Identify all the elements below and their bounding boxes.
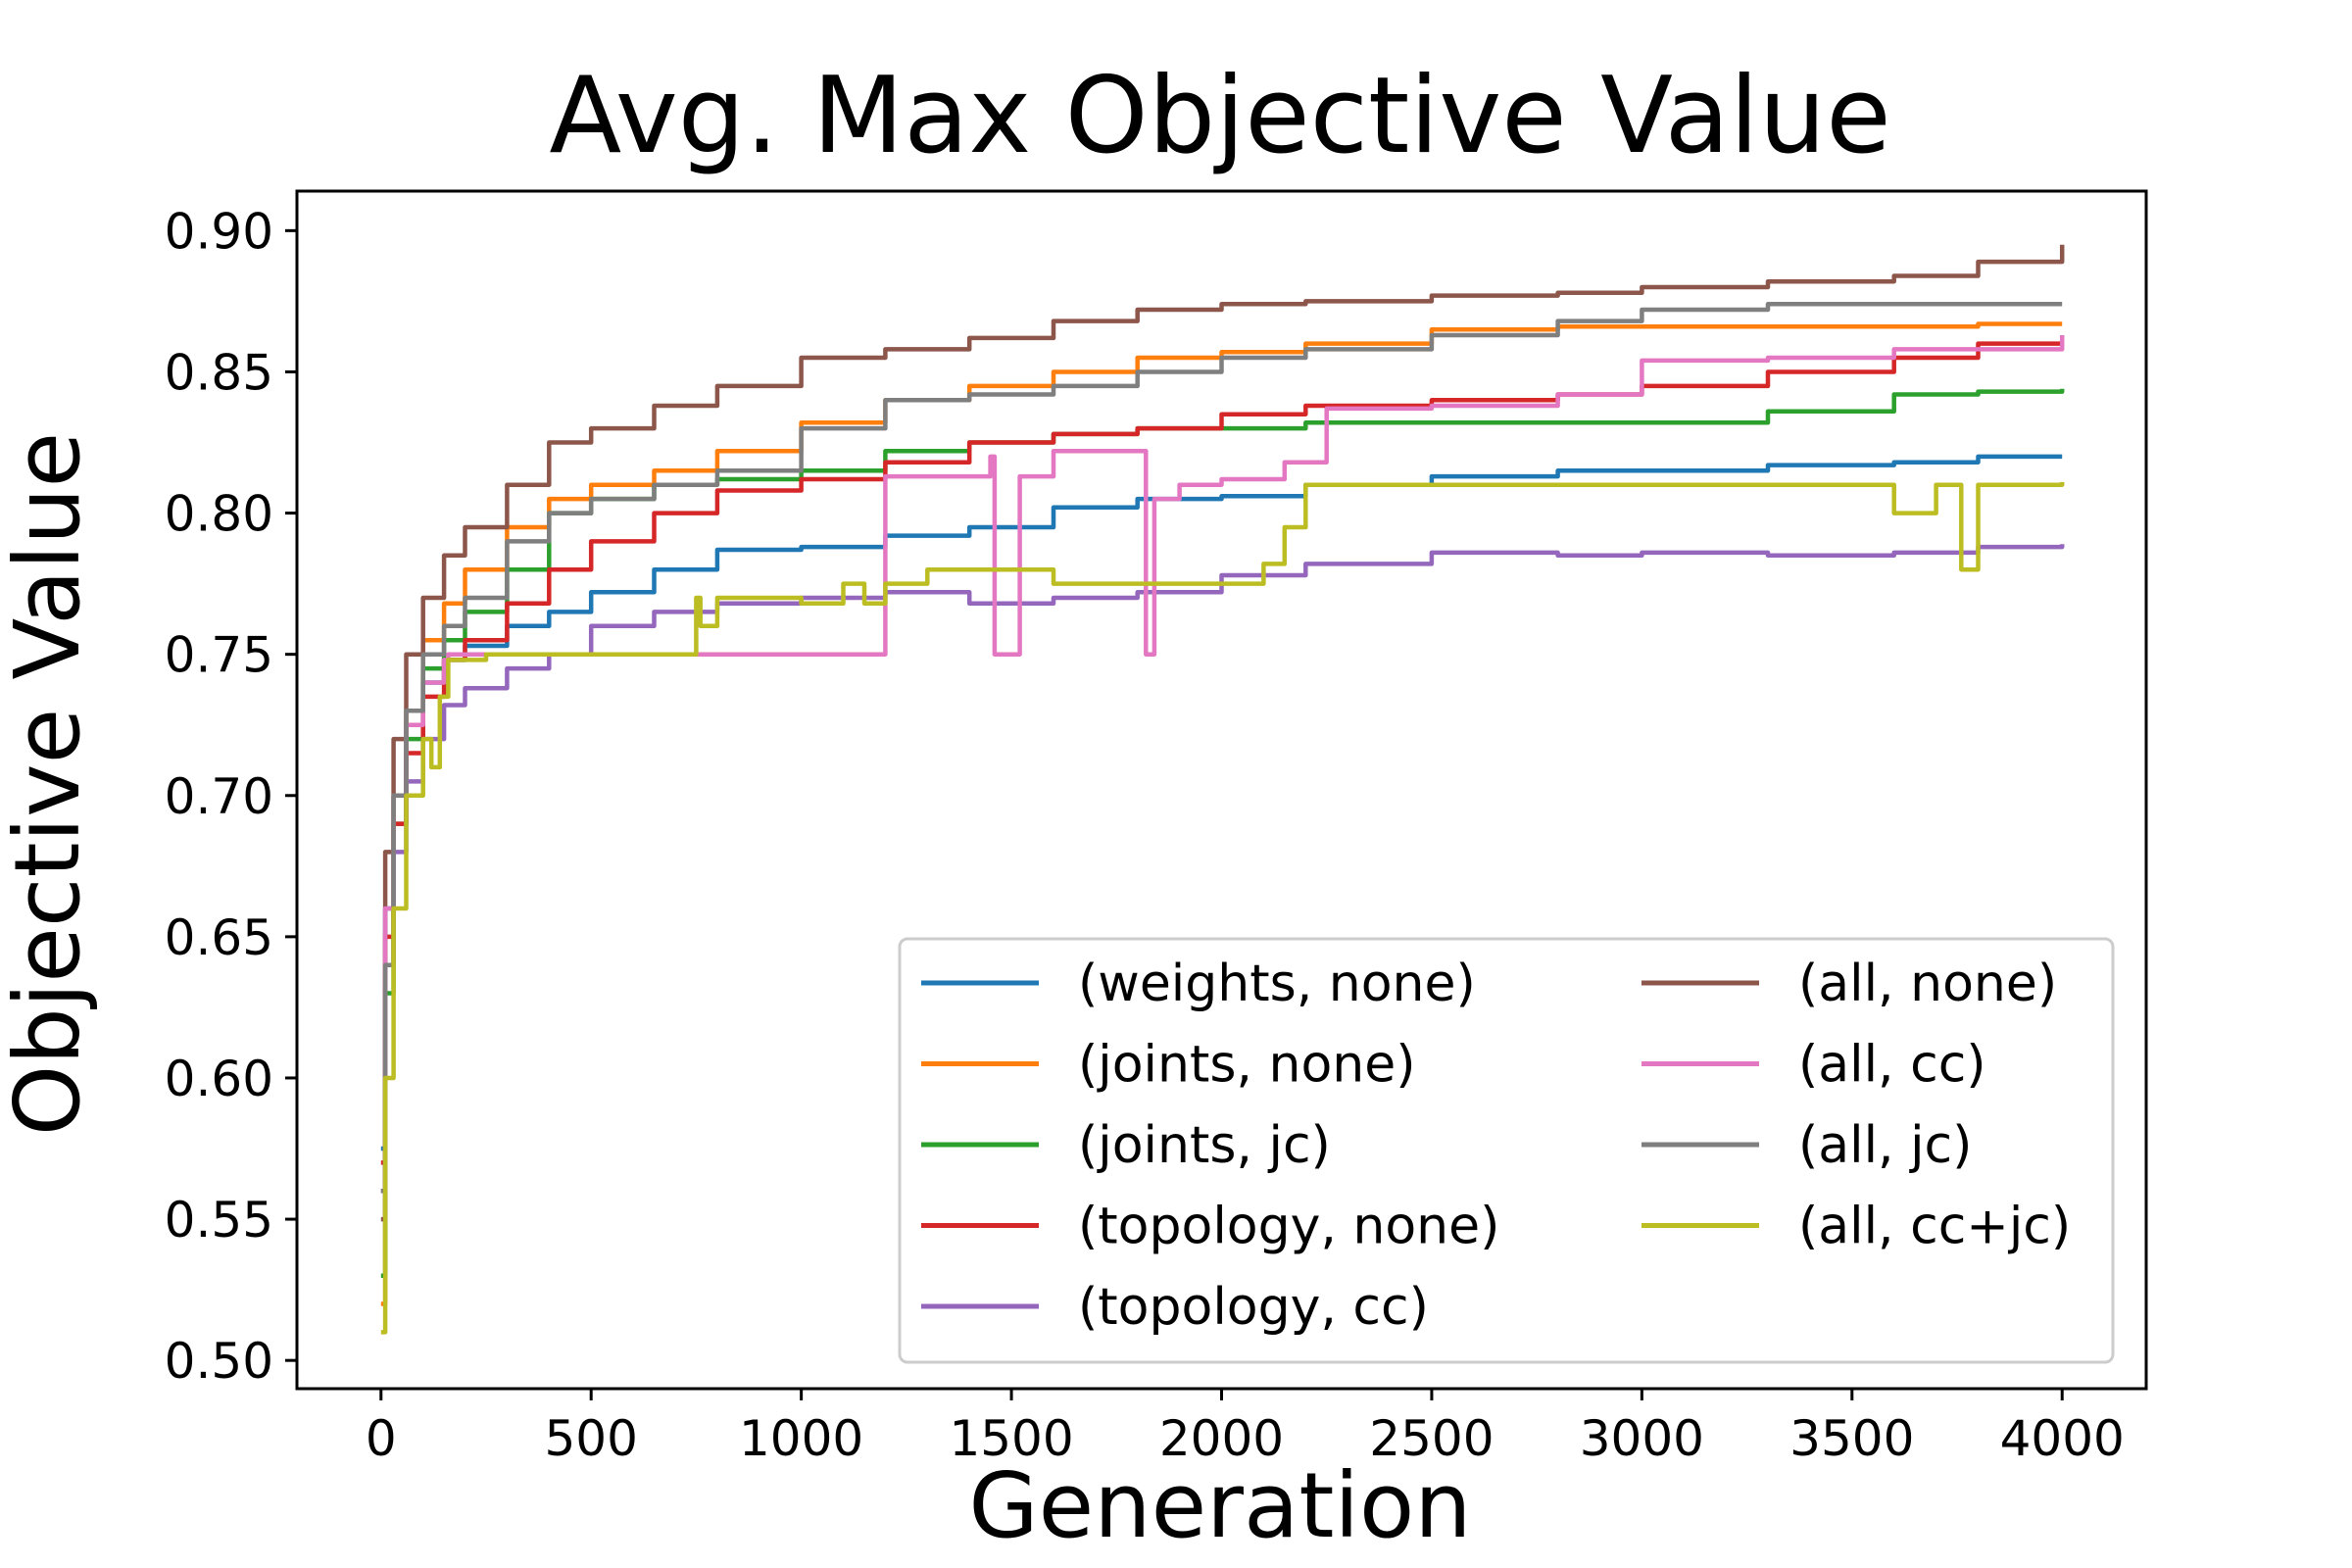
series-line-8	[380, 302, 2063, 1194]
plot-frame	[295, 189, 2148, 1391]
y-tick-label: 0.50	[165, 1333, 273, 1390]
x-tick-label: 2000	[1159, 1410, 1284, 1467]
y-tick-label: 0.75	[165, 627, 273, 684]
x-tick-label: 500	[544, 1410, 637, 1467]
legend-label: (joints, jc)	[1078, 1116, 1331, 1175]
y-tick-label: 0.55	[165, 1192, 273, 1249]
series-line-6	[380, 244, 2065, 1222]
y-tick-label: 0.60	[165, 1051, 273, 1107]
x-tick-label: 3000	[1580, 1410, 1704, 1467]
legend-label: (topology, cc)	[1078, 1278, 1429, 1337]
legend-items: (weights, none) (joints, none) (joints, jc…	[921, 955, 2071, 1337]
x-tick-label: 0	[366, 1410, 397, 1467]
legend: (weights, none) (joints, none) (joints, jc…	[898, 937, 2115, 1364]
axis-ticks: 0 500 1000 1500 2000 2500 3000 3500 4000 0.50 0.55…	[165, 203, 2125, 1467]
plot-lines	[380, 244, 2065, 1335]
y-axis-label: Objective Value	[0, 432, 100, 1136]
x-tick-label: 4000	[2000, 1410, 2125, 1467]
x-tick-label: 1000	[739, 1410, 863, 1467]
x-axis-label: Generation	[968, 1453, 1471, 1558]
legend-label: (topology, none)	[1078, 1198, 1499, 1256]
legend-label: (all, cc+jc)	[1798, 1198, 2071, 1256]
legend-label: (all, jc)	[1798, 1116, 1972, 1175]
x-tick-label: 2500	[1369, 1410, 1494, 1467]
legend-label: (weights, none)	[1078, 955, 1476, 1013]
x-tick-label: 1500	[949, 1410, 1073, 1467]
y-tick-label: 0.80	[165, 486, 273, 543]
y-tick-label: 0.85	[165, 344, 273, 401]
y-tick-label: 0.65	[165, 909, 273, 966]
x-tick-label: 3500	[1789, 1410, 1914, 1467]
series-line-9	[380, 481, 2065, 1335]
legend-label: (joints, none)	[1078, 1036, 1416, 1095]
chart-title: Avg. Max Objective Value	[549, 55, 1890, 177]
legend-label: (all, none)	[1798, 955, 2057, 1013]
y-tick-label: 0.90	[165, 203, 273, 260]
legend-box	[898, 937, 2115, 1364]
series-line-7	[380, 335, 2065, 1194]
y-tick-label: 0.70	[165, 768, 273, 825]
legend-label: (all, cc)	[1798, 1036, 1986, 1095]
